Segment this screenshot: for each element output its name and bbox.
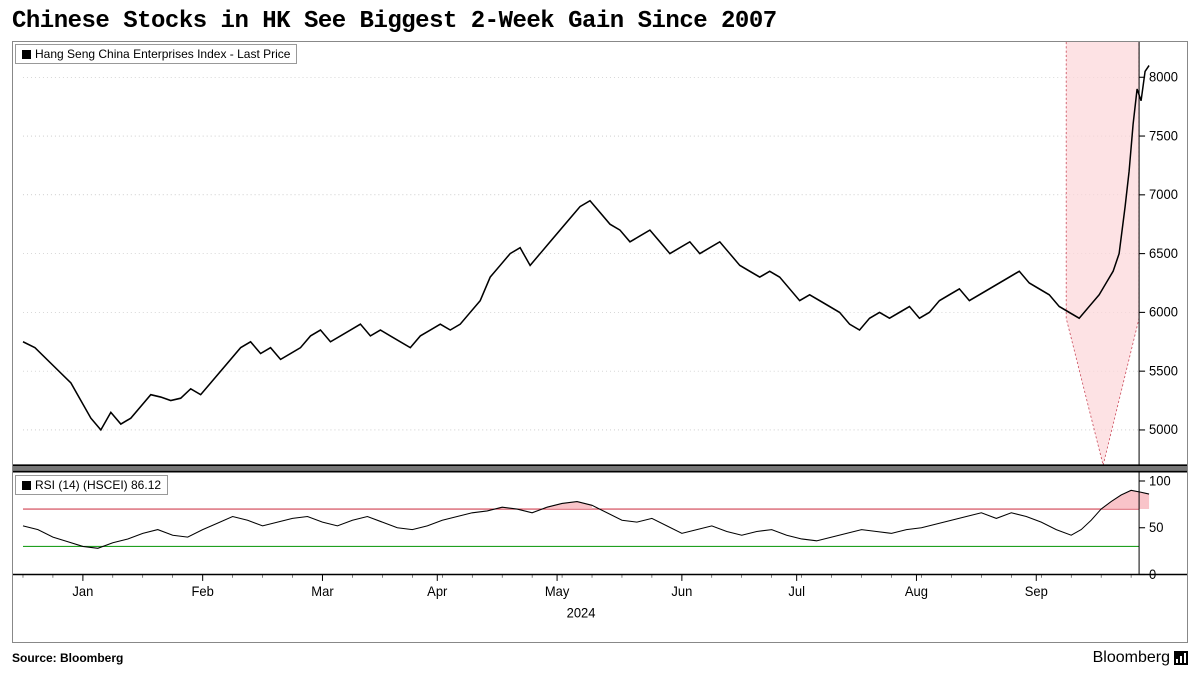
chart-svg: 5000550060006500700075008000050100JanFeb… — [13, 42, 1187, 642]
svg-text:50: 50 — [1149, 520, 1163, 536]
svg-text:8000: 8000 — [1149, 69, 1178, 85]
main-legend-label: Hang Seng China Enterprises Index - Last… — [35, 47, 290, 61]
brand-text: Bloomberg — [1093, 649, 1170, 667]
legend-marker-icon — [22, 50, 31, 59]
svg-text:7500: 7500 — [1149, 128, 1178, 144]
svg-text:Jun: Jun — [671, 584, 692, 600]
svg-text:2024: 2024 — [567, 605, 596, 621]
svg-text:100: 100 — [1149, 473, 1171, 489]
svg-text:May: May — [545, 584, 570, 600]
svg-text:Apr: Apr — [427, 584, 448, 600]
svg-text:Jan: Jan — [72, 584, 93, 600]
main-legend: Hang Seng China Enterprises Index - Last… — [15, 44, 297, 64]
svg-text:5500: 5500 — [1149, 363, 1178, 379]
source-text: Source: Bloomberg — [12, 651, 123, 665]
chart-title: Chinese Stocks in HK See Biggest 2-Week … — [12, 8, 1188, 35]
rsi-legend-label: RSI (14) (HSCEI) 86.12 — [35, 478, 161, 492]
svg-text:Feb: Feb — [191, 584, 213, 600]
svg-text:7000: 7000 — [1149, 187, 1178, 203]
legend-marker-icon — [22, 481, 31, 490]
brand-label: Bloomberg — [1093, 649, 1188, 667]
svg-text:Jul: Jul — [788, 584, 805, 600]
chart-area: 5000550060006500700075008000050100JanFeb… — [12, 41, 1188, 643]
svg-text:Mar: Mar — [311, 584, 334, 600]
svg-text:Aug: Aug — [905, 584, 928, 600]
svg-text:6500: 6500 — [1149, 245, 1178, 261]
svg-text:Sep: Sep — [1025, 584, 1048, 600]
brand-icon — [1174, 651, 1188, 665]
rsi-legend: RSI (14) (HSCEI) 86.12 — [15, 475, 168, 495]
svg-text:6000: 6000 — [1149, 304, 1178, 320]
svg-text:5000: 5000 — [1149, 422, 1178, 438]
